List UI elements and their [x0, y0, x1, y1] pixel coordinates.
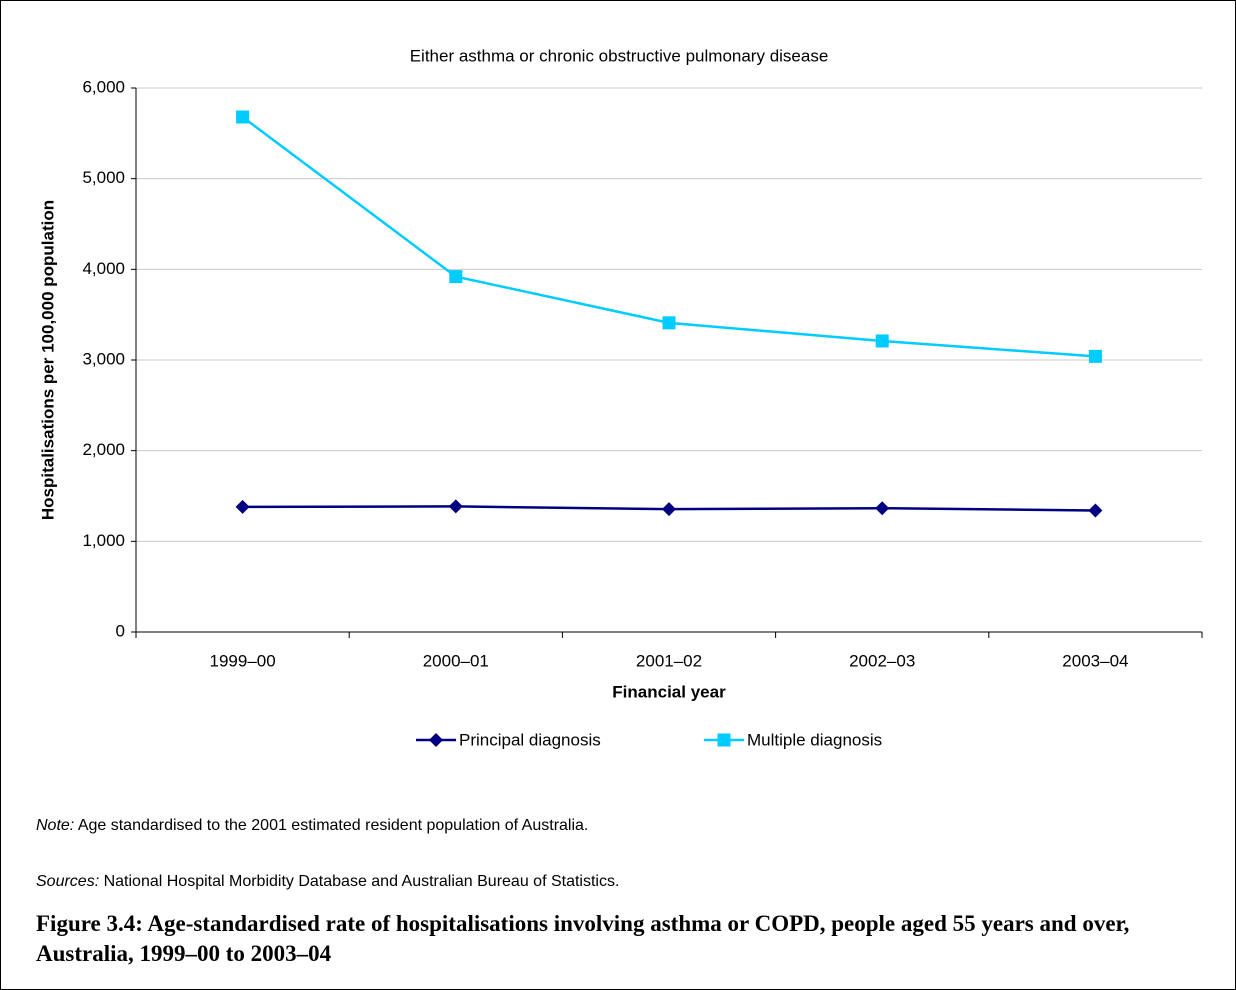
note: Note: Age standardised to the 2001 estim…	[36, 817, 588, 835]
y-tick-label: 3,000	[82, 349, 125, 368]
data-point	[662, 502, 676, 517]
x-tick-label: 1999–00	[210, 651, 276, 670]
sources-label: Sources:	[36, 873, 100, 890]
data-point	[1088, 503, 1103, 518]
data-point	[448, 499, 463, 514]
x-tick-label: 2003–04	[1062, 651, 1128, 670]
legend-marker	[429, 733, 443, 747]
y-tick-label: 4,000	[82, 259, 125, 278]
chart-subtitle: Either asthma or chronic obstructive pul…	[410, 46, 829, 65]
sources-text: National Hospital Morbidity Database and…	[103, 873, 620, 890]
x-tick-label: 2002–03	[849, 651, 915, 670]
legend-label: Principal diagnosis	[459, 730, 601, 749]
y-tick-label: 2,000	[82, 440, 125, 459]
data-point	[875, 501, 890, 516]
data-point	[1088, 349, 1102, 363]
y-axis-title: Hospitalisations per 100,000 population	[38, 200, 57, 520]
x-axis-title: Financial year	[612, 682, 726, 701]
x-tick-label: 2001–02	[636, 651, 702, 670]
figure-caption: Figure 3.4: Age-standardised rate of hos…	[36, 911, 1130, 966]
legend-label: Multiple diagnosis	[747, 730, 882, 749]
y-tick-label: 5,000	[82, 168, 125, 187]
chart: Either asthma or chronic obstructive pul…	[38, 46, 1203, 749]
sources: Sources: National Hospital Morbidity Dat…	[36, 873, 619, 891]
y-tick-label: 1,000	[82, 531, 125, 550]
legend-marker	[717, 733, 731, 747]
x-tick-label: 2000–01	[423, 651, 489, 670]
data-point	[875, 334, 889, 348]
y-tick-label: 6,000	[82, 77, 125, 96]
data-point	[235, 499, 250, 514]
note-text: Age standardised to the 2001 estimated r…	[77, 817, 589, 834]
note-label: Note:	[36, 817, 75, 834]
data-point	[236, 110, 250, 124]
y-tick-label: 0	[116, 621, 125, 640]
data-point	[662, 316, 676, 330]
data-point	[449, 270, 463, 284]
